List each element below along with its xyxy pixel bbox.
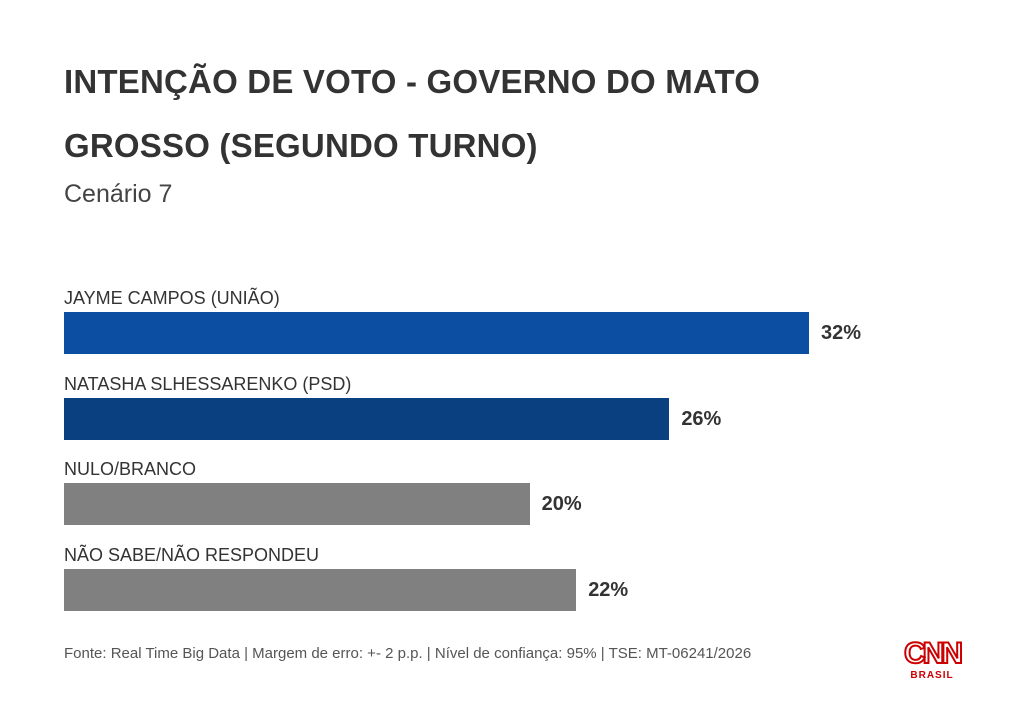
value-label: 20% bbox=[541, 493, 582, 515]
source-footnote: Fonte: Real Time Big Data | Margem de er… bbox=[64, 645, 752, 662]
category-label: NULO/BRANCO bbox=[64, 459, 197, 479]
category-label: JAYME CAMPOS (UNIÃO) bbox=[64, 288, 280, 308]
category-label: NÃO SABE/NÃO RESPONDEU bbox=[64, 544, 320, 565]
bar bbox=[64, 568, 577, 611]
chart-title: INTENÇÃO DE VOTO - GOVERNO DO MATO GROSS… bbox=[64, 63, 761, 164]
category-label: NATASHA SLHESSARENKO (PSD) bbox=[64, 373, 352, 394]
value-label: 26% bbox=[681, 407, 722, 430]
value-label: 22% bbox=[588, 578, 629, 601]
chart-subtitle: Cenário 7 bbox=[64, 180, 173, 208]
bar bbox=[64, 397, 670, 440]
bar bbox=[64, 483, 530, 525]
value-label: 32% bbox=[821, 322, 862, 344]
logo-sub: BRASIL bbox=[910, 670, 954, 681]
bar bbox=[64, 312, 809, 354]
cnn-brasil-logo: CNN BRASIL bbox=[896, 637, 968, 682]
logo-main: CNN bbox=[903, 637, 964, 671]
